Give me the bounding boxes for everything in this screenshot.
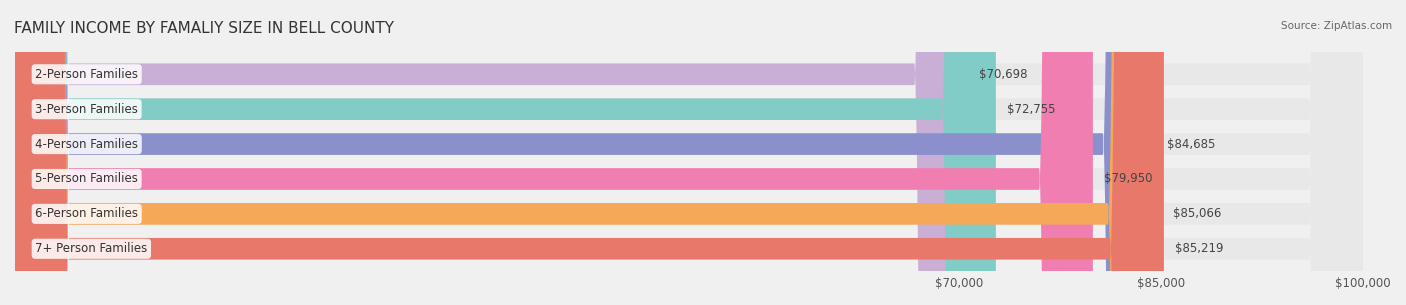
FancyBboxPatch shape — [15, 0, 1364, 305]
FancyBboxPatch shape — [15, 0, 1364, 305]
Text: $85,219: $85,219 — [1174, 242, 1223, 255]
Text: $84,685: $84,685 — [1167, 138, 1216, 151]
FancyBboxPatch shape — [15, 0, 969, 305]
Text: FAMILY INCOME BY FAMALIY SIZE IN BELL COUNTY: FAMILY INCOME BY FAMALIY SIZE IN BELL CO… — [14, 21, 394, 36]
Text: 6-Person Families: 6-Person Families — [35, 207, 138, 221]
Text: 7+ Person Families: 7+ Person Families — [35, 242, 148, 255]
FancyBboxPatch shape — [15, 0, 1364, 305]
FancyBboxPatch shape — [15, 0, 1092, 305]
Text: 3-Person Families: 3-Person Families — [35, 103, 138, 116]
Text: $85,066: $85,066 — [1173, 207, 1220, 221]
FancyBboxPatch shape — [15, 0, 1161, 305]
FancyBboxPatch shape — [15, 0, 1157, 305]
Text: 2-Person Families: 2-Person Families — [35, 68, 138, 81]
Text: 5-Person Families: 5-Person Families — [35, 172, 138, 185]
FancyBboxPatch shape — [15, 0, 995, 305]
FancyBboxPatch shape — [15, 0, 1364, 305]
Text: Source: ZipAtlas.com: Source: ZipAtlas.com — [1281, 21, 1392, 31]
Text: $79,950: $79,950 — [1104, 172, 1152, 185]
FancyBboxPatch shape — [15, 0, 1164, 305]
Text: 4-Person Families: 4-Person Families — [35, 138, 138, 151]
Text: $72,755: $72,755 — [1007, 103, 1054, 116]
Text: $70,698: $70,698 — [979, 68, 1028, 81]
FancyBboxPatch shape — [15, 0, 1364, 305]
FancyBboxPatch shape — [15, 0, 1364, 305]
